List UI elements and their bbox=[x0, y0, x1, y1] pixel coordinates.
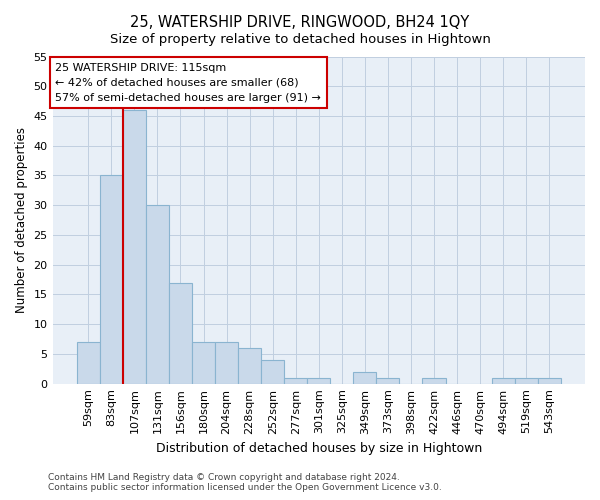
Bar bbox=[238, 348, 261, 384]
Bar bbox=[192, 342, 215, 384]
Text: Size of property relative to detached houses in Hightown: Size of property relative to detached ho… bbox=[110, 32, 490, 46]
Bar bbox=[353, 372, 376, 384]
Bar bbox=[284, 378, 307, 384]
Bar bbox=[307, 378, 330, 384]
Bar bbox=[215, 342, 238, 384]
Bar bbox=[146, 205, 169, 384]
Bar bbox=[515, 378, 538, 384]
Bar bbox=[491, 378, 515, 384]
Bar bbox=[422, 378, 446, 384]
Bar bbox=[376, 378, 400, 384]
Y-axis label: Number of detached properties: Number of detached properties bbox=[15, 127, 28, 313]
X-axis label: Distribution of detached houses by size in Hightown: Distribution of detached houses by size … bbox=[155, 442, 482, 455]
Bar bbox=[538, 378, 561, 384]
Bar bbox=[100, 176, 123, 384]
Bar bbox=[123, 110, 146, 384]
Bar bbox=[169, 282, 192, 384]
Text: Contains HM Land Registry data © Crown copyright and database right 2024.
Contai: Contains HM Land Registry data © Crown c… bbox=[48, 473, 442, 492]
Text: 25, WATERSHIP DRIVE, RINGWOOD, BH24 1QY: 25, WATERSHIP DRIVE, RINGWOOD, BH24 1QY bbox=[130, 15, 470, 30]
Bar bbox=[261, 360, 284, 384]
Bar bbox=[77, 342, 100, 384]
Text: 25 WATERSHIP DRIVE: 115sqm
← 42% of detached houses are smaller (68)
57% of semi: 25 WATERSHIP DRIVE: 115sqm ← 42% of deta… bbox=[55, 63, 321, 102]
